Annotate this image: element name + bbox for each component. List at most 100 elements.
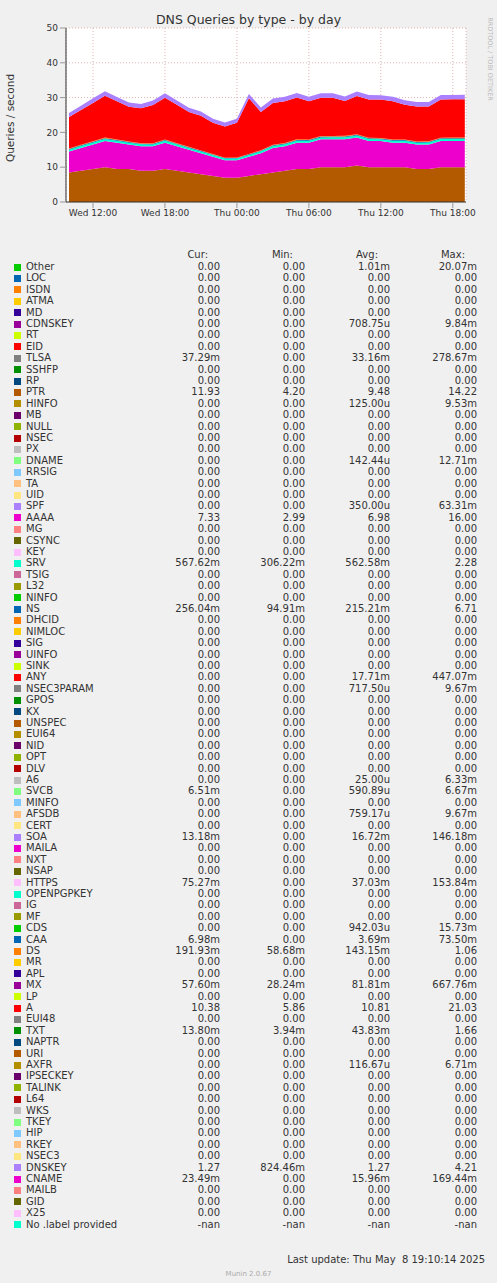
html-text:0.00: 0.00 [197,420,220,432]
html-text:0.00: 0.00 [197,283,220,295]
html-text:0.00: 0.00 [197,443,220,455]
html-text:0.00: 0.00 [367,272,390,284]
html-text:TLSA: TLSA [26,352,52,364]
html-text:0.00: 0.00 [282,329,305,341]
html-text:0.00: 0.00 [282,340,305,352]
svg-text:10: 10 [47,162,59,172]
html-text:NULL: NULL [26,420,52,432]
svg-text:20: 20 [47,128,59,138]
html-text:4.20: 4.20 [282,386,305,398]
html-text:0.00: 0.00 [282,466,305,478]
html-text:ATMA: ATMA [26,295,54,307]
html-text:0.00: 0.00 [454,340,477,352]
svg-text:Thu 00:00: Thu 00:00 [213,208,260,218]
html-text:LOC: LOC [26,272,47,284]
html-text:9.48: 9.48 [367,386,390,398]
svg-text:50: 50 [47,23,59,33]
svg-text:Wed 12:00: Wed 12:00 [69,208,118,218]
html-text:MD: MD [26,306,43,318]
html-text:DNAME: DNAME [26,454,63,466]
html-text:33.16m: 33.16m [351,352,390,364]
html-text:0.00: 0.00 [197,306,220,318]
html-text:PTR: PTR [26,386,46,398]
html-text:MB: MB [26,409,42,421]
html-text:0.00: 0.00 [282,477,305,489]
html-text:RRSIG: RRSIG [26,466,57,478]
html-text:0.00: 0.00 [454,283,477,295]
html-text:0.00: 0.00 [367,340,390,352]
html-text:EID: EID [26,340,43,352]
html-text:0.00: 0.00 [282,363,305,375]
html-text:0.00: 0.00 [367,466,390,478]
html-text:SPF: SPF [26,500,45,512]
html-text:0.00: 0.00 [282,454,305,466]
html-text:0.00: 0.00 [197,363,220,375]
html-text:0.00: 0.00 [282,272,305,284]
html-text:0.00: 0.00 [367,283,390,295]
html-text:PX: PX [26,443,39,455]
html-text:0.00: 0.00 [367,409,390,421]
html-text:0.00: 0.00 [454,329,477,341]
html-text:0.00: 0.00 [367,363,390,375]
svg-text:40: 40 [47,58,59,68]
html-text:0.00: 0.00 [197,454,220,466]
html-text:0.00: 0.00 [454,443,477,455]
html-text:AAAA: AAAA [26,511,55,523]
html-text:0.00: 0.00 [367,306,390,318]
svg-text:30: 30 [47,93,59,103]
html-text:0.00: 0.00 [197,272,220,284]
html-text:0.00: 0.00 [282,295,305,307]
html-text:0.00: 0.00 [197,500,220,512]
html-text:142.44u: 142.44u [348,454,390,466]
html-text:0.00: 0.00 [197,340,220,352]
html-text:0.00: 0.00 [367,295,390,307]
html-text:0.00: 0.00 [454,272,477,284]
svg-text:Thu 18:00: Thu 18:00 [429,208,476,218]
svg-text:0: 0 [52,197,58,207]
html-text:0.00: 0.00 [197,409,220,421]
html-text:12.71m: 12.71m [438,454,477,466]
html-text:ISDN: ISDN [26,283,51,295]
html-text:TA: TA [26,477,39,489]
html-text:0.00: 0.00 [454,306,477,318]
html-text:0.00: 0.00 [367,443,390,455]
html-text:0.00: 0.00 [282,500,305,512]
html-text:Queries / second: Queries / second [4,73,16,163]
html-text:0.00: 0.00 [454,420,477,432]
html-text:0.00: 0.00 [367,329,390,341]
svg-text:Thu 06:00: Thu 06:00 [285,208,332,218]
html-text:0.00: 0.00 [454,363,477,375]
html-text:0.00: 0.00 [282,420,305,432]
html-text:0.00: 0.00 [454,466,477,478]
html-text:350.00u: 350.00u [348,500,390,512]
html-text:278.67m: 278.67m [432,352,477,364]
html-text:14.22: 14.22 [448,386,477,398]
html-text:0.00: 0.00 [454,409,477,421]
html-text:0.00: 0.00 [282,443,305,455]
html-text:0.00: 0.00 [197,466,220,478]
html-text:0.00: 0.00 [197,295,220,307]
html-text:9.53m: 9.53m [445,397,477,409]
html-text:125.00u: 125.00u [348,397,390,409]
html-text:63.31m: 63.31m [438,500,477,512]
svg-text:Wed 18:00: Wed 18:00 [141,208,190,218]
html-text:0.00: 0.00 [454,477,477,489]
html-text:0.00: 0.00 [197,477,220,489]
html-text:SSHFP: SSHFP [26,363,58,375]
html-text:HINFO: HINFO [26,397,58,409]
html-text:0.00: 0.00 [454,295,477,307]
html-text:0.00: 0.00 [367,420,390,432]
html-text:0.00: 0.00 [282,352,305,364]
html-text:37.29m: 37.29m [181,352,220,364]
html-text:0.00: 0.00 [282,397,305,409]
html-text:RT: RT [26,329,39,341]
svg-text:Thu 12:00: Thu 12:00 [357,208,404,218]
html-text:0.00: 0.00 [197,329,220,341]
html-text:0.00: 0.00 [282,306,305,318]
html-text:DNS Queries by type - by day: DNS Queries by type - by day [155,12,341,27]
html-text:0.00: 0.00 [367,477,390,489]
html-text:0.00: 0.00 [282,409,305,421]
html-text:0.00: 0.00 [282,283,305,295]
html-text:0.00: 0.00 [197,397,220,409]
html-text:11.93: 11.93 [191,386,220,398]
